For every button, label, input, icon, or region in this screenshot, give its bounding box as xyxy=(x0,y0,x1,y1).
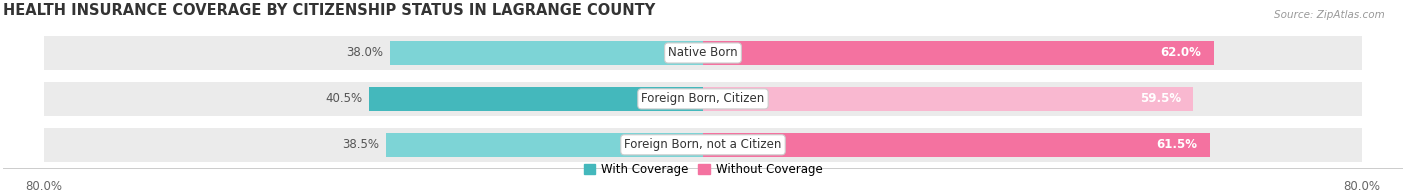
Bar xyxy=(703,87,1194,111)
Text: 62.0%: 62.0% xyxy=(1160,46,1201,59)
Bar xyxy=(703,82,1362,116)
Text: 38.0%: 38.0% xyxy=(346,46,384,59)
Bar xyxy=(370,87,703,111)
Text: 38.5%: 38.5% xyxy=(342,138,380,151)
Bar xyxy=(44,128,703,162)
Text: Source: ZipAtlas.com: Source: ZipAtlas.com xyxy=(1274,10,1385,20)
Text: Foreign Born, Citizen: Foreign Born, Citizen xyxy=(641,92,765,105)
Bar xyxy=(385,133,703,157)
Text: 40.5%: 40.5% xyxy=(326,92,363,105)
Text: HEALTH INSURANCE COVERAGE BY CITIZENSHIP STATUS IN LAGRANGE COUNTY: HEALTH INSURANCE COVERAGE BY CITIZENSHIP… xyxy=(3,3,655,18)
Bar xyxy=(44,82,703,116)
Text: Foreign Born, not a Citizen: Foreign Born, not a Citizen xyxy=(624,138,782,151)
Text: 61.5%: 61.5% xyxy=(1156,138,1198,151)
Text: 59.5%: 59.5% xyxy=(1140,92,1181,105)
Bar xyxy=(389,41,703,65)
Bar xyxy=(703,128,1362,162)
Bar xyxy=(44,36,703,70)
Text: Native Born: Native Born xyxy=(668,46,738,59)
Bar xyxy=(703,36,1362,70)
Legend: With Coverage, Without Coverage: With Coverage, Without Coverage xyxy=(579,158,827,181)
Bar xyxy=(703,133,1209,157)
Bar xyxy=(703,41,1213,65)
